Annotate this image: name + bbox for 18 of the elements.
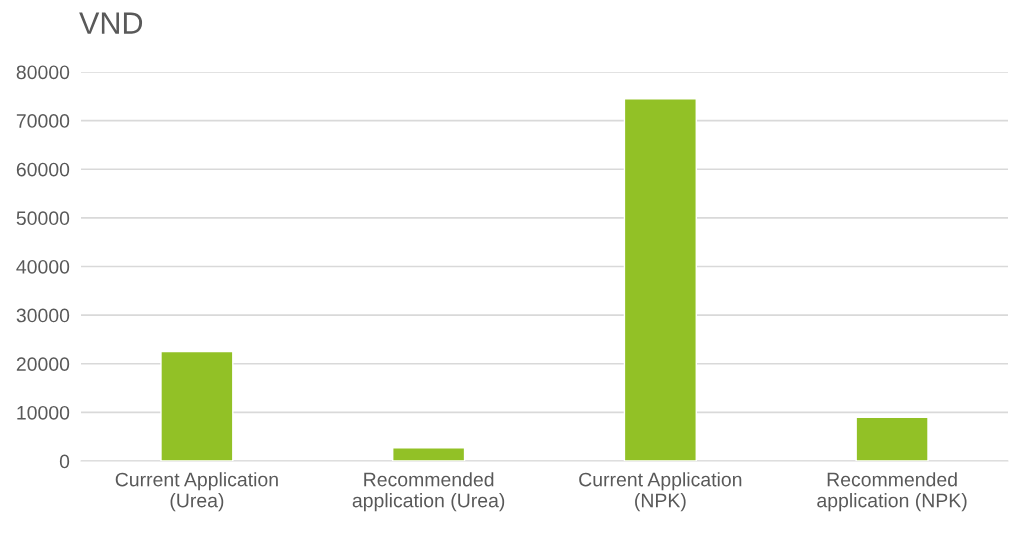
y-tick-label: 0 — [59, 454, 70, 469]
y-tick-label: 50000 — [16, 211, 70, 226]
y-tick-label: 30000 — [16, 308, 70, 323]
bar — [855, 416, 929, 462]
y-tick-label: 40000 — [16, 259, 70, 274]
y-tick-label: 10000 — [17, 405, 70, 420]
y-axis-title: VND — [79, 12, 143, 34]
bar — [623, 98, 697, 462]
bar — [392, 447, 466, 462]
y-tick-label: 20000 — [16, 357, 70, 372]
bar — [160, 350, 234, 462]
y-tick-label: 80000 — [16, 65, 70, 80]
x-tick-label: Current Application (NPK) — [579, 472, 742, 512]
y-tick-label: 70000 — [16, 114, 70, 128]
x-tick-label: Recommended application (NPK) — [817, 472, 967, 512]
x-tick-label: Current Application (Urea) — [115, 472, 278, 512]
x-tick-label: Recommended application (Urea) — [352, 472, 505, 512]
y-tick-label: 60000 — [16, 162, 70, 177]
